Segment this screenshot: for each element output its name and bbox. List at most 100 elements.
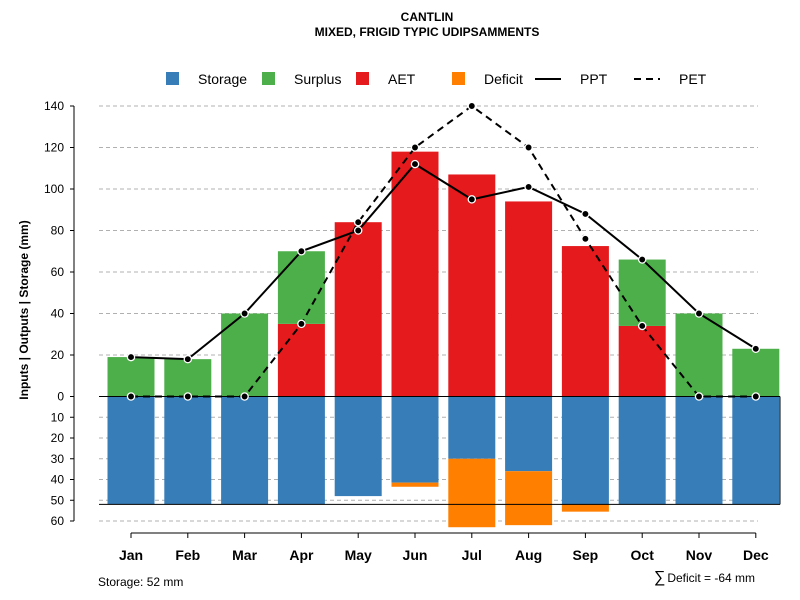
legend: Storage Surplus AET Deficit PPT PET [166,71,707,87]
ppt-point [751,344,761,354]
pet-point [410,143,420,152]
legend-swatch-surplus [262,72,275,85]
legend-label-deficit: Deficit [484,71,523,87]
x-tick-label: May [345,547,372,563]
aet-bar [391,151,439,397]
ppt-point [410,159,420,169]
storage-bar [675,396,723,505]
lines [126,101,761,401]
deficit-bar [448,458,496,528]
y-tick-label: 40 [51,307,65,321]
x-tick-label: Nov [686,547,713,563]
surplus-bar [107,357,155,397]
legend-label-aet: AET [388,71,416,87]
chart-subtitle: MIXED, FRIGID TYPIC UDIPSAMMENTS [315,25,540,39]
deficit-bar [561,504,609,512]
y-tick-label: 40 [51,473,65,487]
x-tick-label: Mar [232,547,257,563]
x-tick-label: Apr [289,547,314,563]
aet-bar [277,323,325,397]
x-tick-label: Jun [403,547,428,563]
y-tick-label: 0 [57,390,64,404]
ppt-point [467,195,477,204]
legend-label-pet: PET [679,71,707,87]
y-tick-label: 30 [51,452,65,466]
sum-symbol: ∑ [654,569,665,586]
storage-bar [732,396,780,505]
storage-bar [221,396,269,505]
deficit-note-text: Deficit = -64 mm [667,571,755,585]
storage-bar [164,396,212,505]
legend-label-ppt: PPT [580,71,608,87]
ppt-point [524,182,533,192]
ppt-point [581,209,590,219]
aet-bar [618,325,666,397]
storage-bar [107,396,155,505]
y-tick-label: 10 [51,410,65,424]
legend-swatch-deficit [452,72,465,85]
axes: 0 20 40 60 80 100 120 140 10 20 30 40 50 60 Jan Feb Mar A… [44,99,781,563]
x-tick-label: Jul [462,547,482,563]
storage-bar [391,396,439,483]
legend-label-surplus: Surplus [294,71,341,87]
pet-point [467,101,477,111]
legend-swatch-storage [166,72,179,85]
x-tick-label: Feb [175,547,200,563]
ppt-point [183,354,193,364]
y-tick-label: 80 [51,224,65,238]
x-tick-label: Jan [119,547,143,563]
pet-point [183,392,193,401]
aet-bar [334,222,382,397]
y-tick-label: 100 [44,182,64,196]
storage-note: Storage: 52 mm [98,575,183,589]
y-tick-label: 60 [51,265,65,279]
x-tick-label: Dec [743,547,769,563]
surplus-bar [675,313,723,397]
y-tick-label: 20 [51,431,65,445]
y-tick-label: 20 [51,348,65,362]
y-tick-label: 140 [44,99,64,113]
storage-bar [334,396,382,497]
pet-point [751,392,761,401]
ppt-point [353,226,363,235]
storage-bar [277,396,325,505]
deficit-bar [505,471,553,526]
pet-point [524,143,533,152]
storage-bar [618,396,666,505]
legend-label-storage: Storage [198,71,247,87]
surplus-bar [732,348,780,397]
y-tick-label: 120 [44,141,64,155]
ppt-point [126,352,136,362]
pet-point [353,217,363,227]
y-tick-label: 60 [51,514,65,528]
bars [107,151,780,528]
ppt-point [240,309,249,318]
deficit-note: ∑ Deficit = -64 mm [654,569,755,586]
ppt-point [637,255,647,264]
aet-bar [505,201,553,397]
pet-point [581,234,590,244]
storage-bar [505,396,553,472]
surplus-bar [618,259,666,326]
x-tick-label: Oct [631,547,655,563]
surplus-bar [164,359,212,397]
y-axis-label: Inputs | Outputs | Storage (mm) [17,220,31,399]
pet-point [240,392,249,401]
ppt-point [297,246,306,256]
aet-bar [448,174,496,397]
x-tick-label: Sep [573,547,599,563]
storage-bar [448,396,496,459]
ppt-line [130,162,757,361]
pet-point [637,321,647,331]
storage-bar [561,396,609,505]
surplus-bar [277,251,325,324]
ppt-point [694,309,704,318]
y-tick-label: 50 [51,493,65,507]
pet-line [131,104,756,398]
chart-title: CANTLIN [401,10,454,24]
x-tick-label: Aug [515,547,542,563]
pet-point [694,392,704,401]
deficit-bar [391,482,439,487]
pet-point [126,392,136,401]
